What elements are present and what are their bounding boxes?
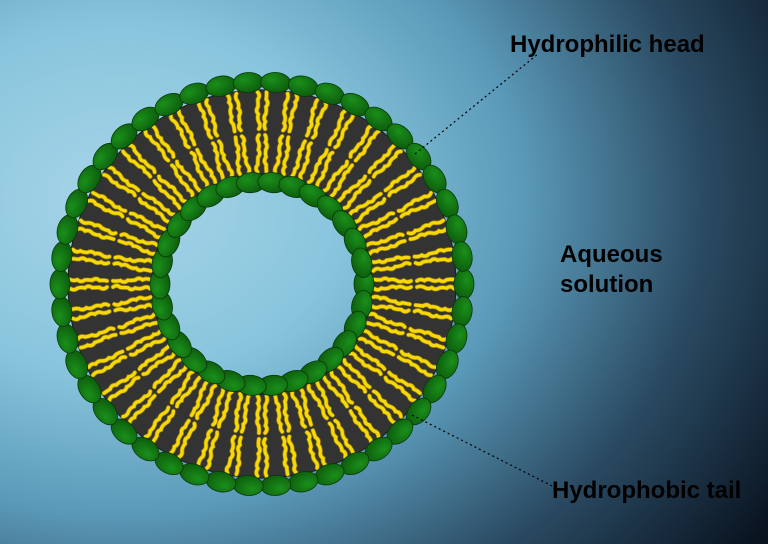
leader-line [415, 54, 538, 154]
label-hydrophobic-tail: Hydrophobic tail [552, 476, 741, 506]
label-aqueous-solution: Aqueous solution [560, 240, 663, 300]
inner-heads [149, 171, 374, 397]
label-hydrophilic-head: Hydrophilic head [510, 30, 705, 60]
leader-line [412, 415, 560, 490]
